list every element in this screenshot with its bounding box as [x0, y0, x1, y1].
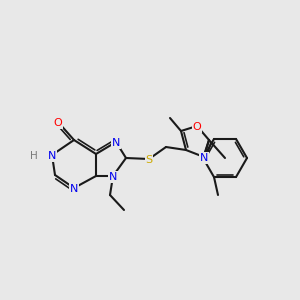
Text: N: N	[48, 151, 56, 161]
Text: O: O	[193, 122, 201, 132]
Text: N: N	[109, 172, 117, 182]
Text: N: N	[112, 138, 120, 148]
Text: H: H	[30, 151, 38, 161]
Text: N: N	[70, 184, 78, 194]
Text: O: O	[54, 118, 62, 128]
Text: N: N	[200, 153, 208, 163]
Text: S: S	[146, 155, 153, 165]
